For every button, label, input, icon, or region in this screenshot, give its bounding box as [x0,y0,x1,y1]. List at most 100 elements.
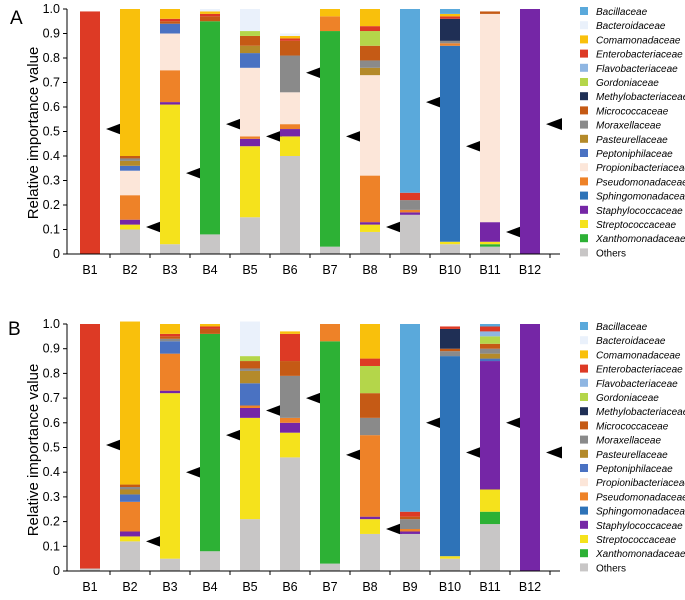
legend-label-b: Pasteurellaceae [596,450,668,461]
bar-segment-b3 [160,558,180,571]
x-tick-label-b2: B2 [122,263,137,277]
bar-segment-b3 [160,21,180,24]
x-tick-label-b1: B1 [82,580,97,594]
y-tick-label: 0.6 [43,416,60,430]
y-axis-label-a: Relative importance value [25,47,42,220]
y-tick-label: 0.3 [43,490,60,504]
legend-swatch-a [580,78,588,86]
legend-swatch-a [580,35,588,44]
bar-segment-b3 [160,341,180,354]
y-tick-label: 0 [53,564,60,578]
bar-segment-b10 [440,45,460,242]
bar-segment-b5 [240,31,260,36]
bar-segment-b2 [120,541,140,571]
legend-label-b: Xanthomonadaceae [595,549,685,560]
bar-segment-b9 [400,511,420,517]
legend-label-b: Peptoniphilaceae [596,464,673,475]
arrow-marker-b12 [546,446,562,459]
y-tick-label: 1.0 [43,2,60,16]
arrow-marker-b12 [546,118,562,131]
bar-segment-b11 [480,241,500,245]
bar-segment-b11 [480,246,500,254]
legend-swatch-b [580,535,588,543]
bar-segment-b1 [80,11,100,255]
legend-label-b: Comamonadaceae [596,350,681,361]
bar-segment-b11 [480,343,500,349]
legend-label-a: Peptoniphilaceae [596,149,673,160]
legend-swatch-b [580,421,588,430]
arrow-marker-b9 [426,96,442,109]
legend-label-b: Streptococcaceae [596,535,676,546]
bar-segment-b5 [240,217,260,254]
legend-label-a: Enterobacteriaceae [596,50,683,61]
bar-segment-b5 [240,9,260,32]
bar-segment-b4 [200,551,220,571]
bar-segment-b8 [360,175,380,223]
bar-segment-b5 [240,35,260,46]
bar-segment-b6 [280,156,300,254]
bar-segment-b10 [440,326,460,329]
bar-segment-b11 [480,324,500,327]
arrow-marker-b1 [106,123,122,136]
bar-segment-b8 [360,224,380,232]
legend-swatch-b [580,492,588,501]
bar-segment-b2 [120,219,140,225]
bar-segment-b4 [200,324,220,327]
bar-segment-b4 [200,13,220,17]
bar-segment-b3 [160,33,180,71]
bar-segment-b4 [200,326,220,329]
legend-label-a: Comamonadaceae [596,35,681,46]
bar-segment-b7 [320,246,340,254]
x-tick-label-b9: B9 [402,580,417,594]
legend-swatch-a [580,191,588,200]
bar-segment-b10 [440,348,460,352]
bar-segment-b2 [120,158,140,161]
legend-swatch-a [580,149,588,157]
arrow-marker-b5 [266,130,282,143]
x-tick-label-b1: B1 [82,263,97,277]
legend-swatch-b [580,407,588,416]
bar-segment-b8 [360,222,380,225]
y-tick-label: 0.5 [43,125,60,139]
x-tick-label-b10: B10 [439,263,461,277]
bar-segment-b2 [120,321,140,485]
y-tick-label: 0.8 [43,51,60,65]
bar-segment-b9 [400,209,420,213]
x-tick-label-b5: B5 [242,263,257,277]
bar-segment-b6 [280,136,300,156]
arrow-marker-b8 [386,523,402,536]
bar-segment-b6 [280,129,300,137]
bar-segment-b11 [480,222,500,242]
x-tick-label-b12: B12 [519,263,541,277]
bar-segment-b3 [160,353,180,391]
legend-swatch-a [580,134,588,143]
bar-segment-b10 [440,556,460,559]
arrow-marker-b4 [226,118,242,131]
bar-segment-b8 [360,31,380,46]
legend-label-b: Pseudomonadaceae [596,492,685,503]
bar-segment-b3 [160,104,180,245]
panel-letter-b: B [8,319,21,340]
bar-segment-b6 [280,432,300,458]
bar-segment-b11 [480,326,500,332]
bar-segment-b8 [360,231,380,254]
bar-segment-b9 [400,516,420,520]
x-tick-label-b6: B6 [282,580,297,594]
bar-segment-b6 [280,417,300,423]
bar-segment-b4 [200,21,220,235]
bar-segment-b1 [80,324,100,569]
bar-segment-b8 [360,9,380,27]
bar-segment-b10 [440,18,460,41]
bar-segment-b8 [360,358,380,366]
bar-segment-b10 [440,13,460,17]
arrow-marker-b1 [106,439,122,452]
bar-segment-b6 [280,457,300,571]
bar-segment-b2 [120,160,140,166]
legend-swatch-a [580,63,588,72]
bar-segment-b5 [240,383,260,406]
bar-segment-b9 [400,519,420,530]
bar-segment-b9 [400,192,420,201]
bar-segment-b11 [480,361,500,490]
legend-swatch-a [580,220,588,228]
